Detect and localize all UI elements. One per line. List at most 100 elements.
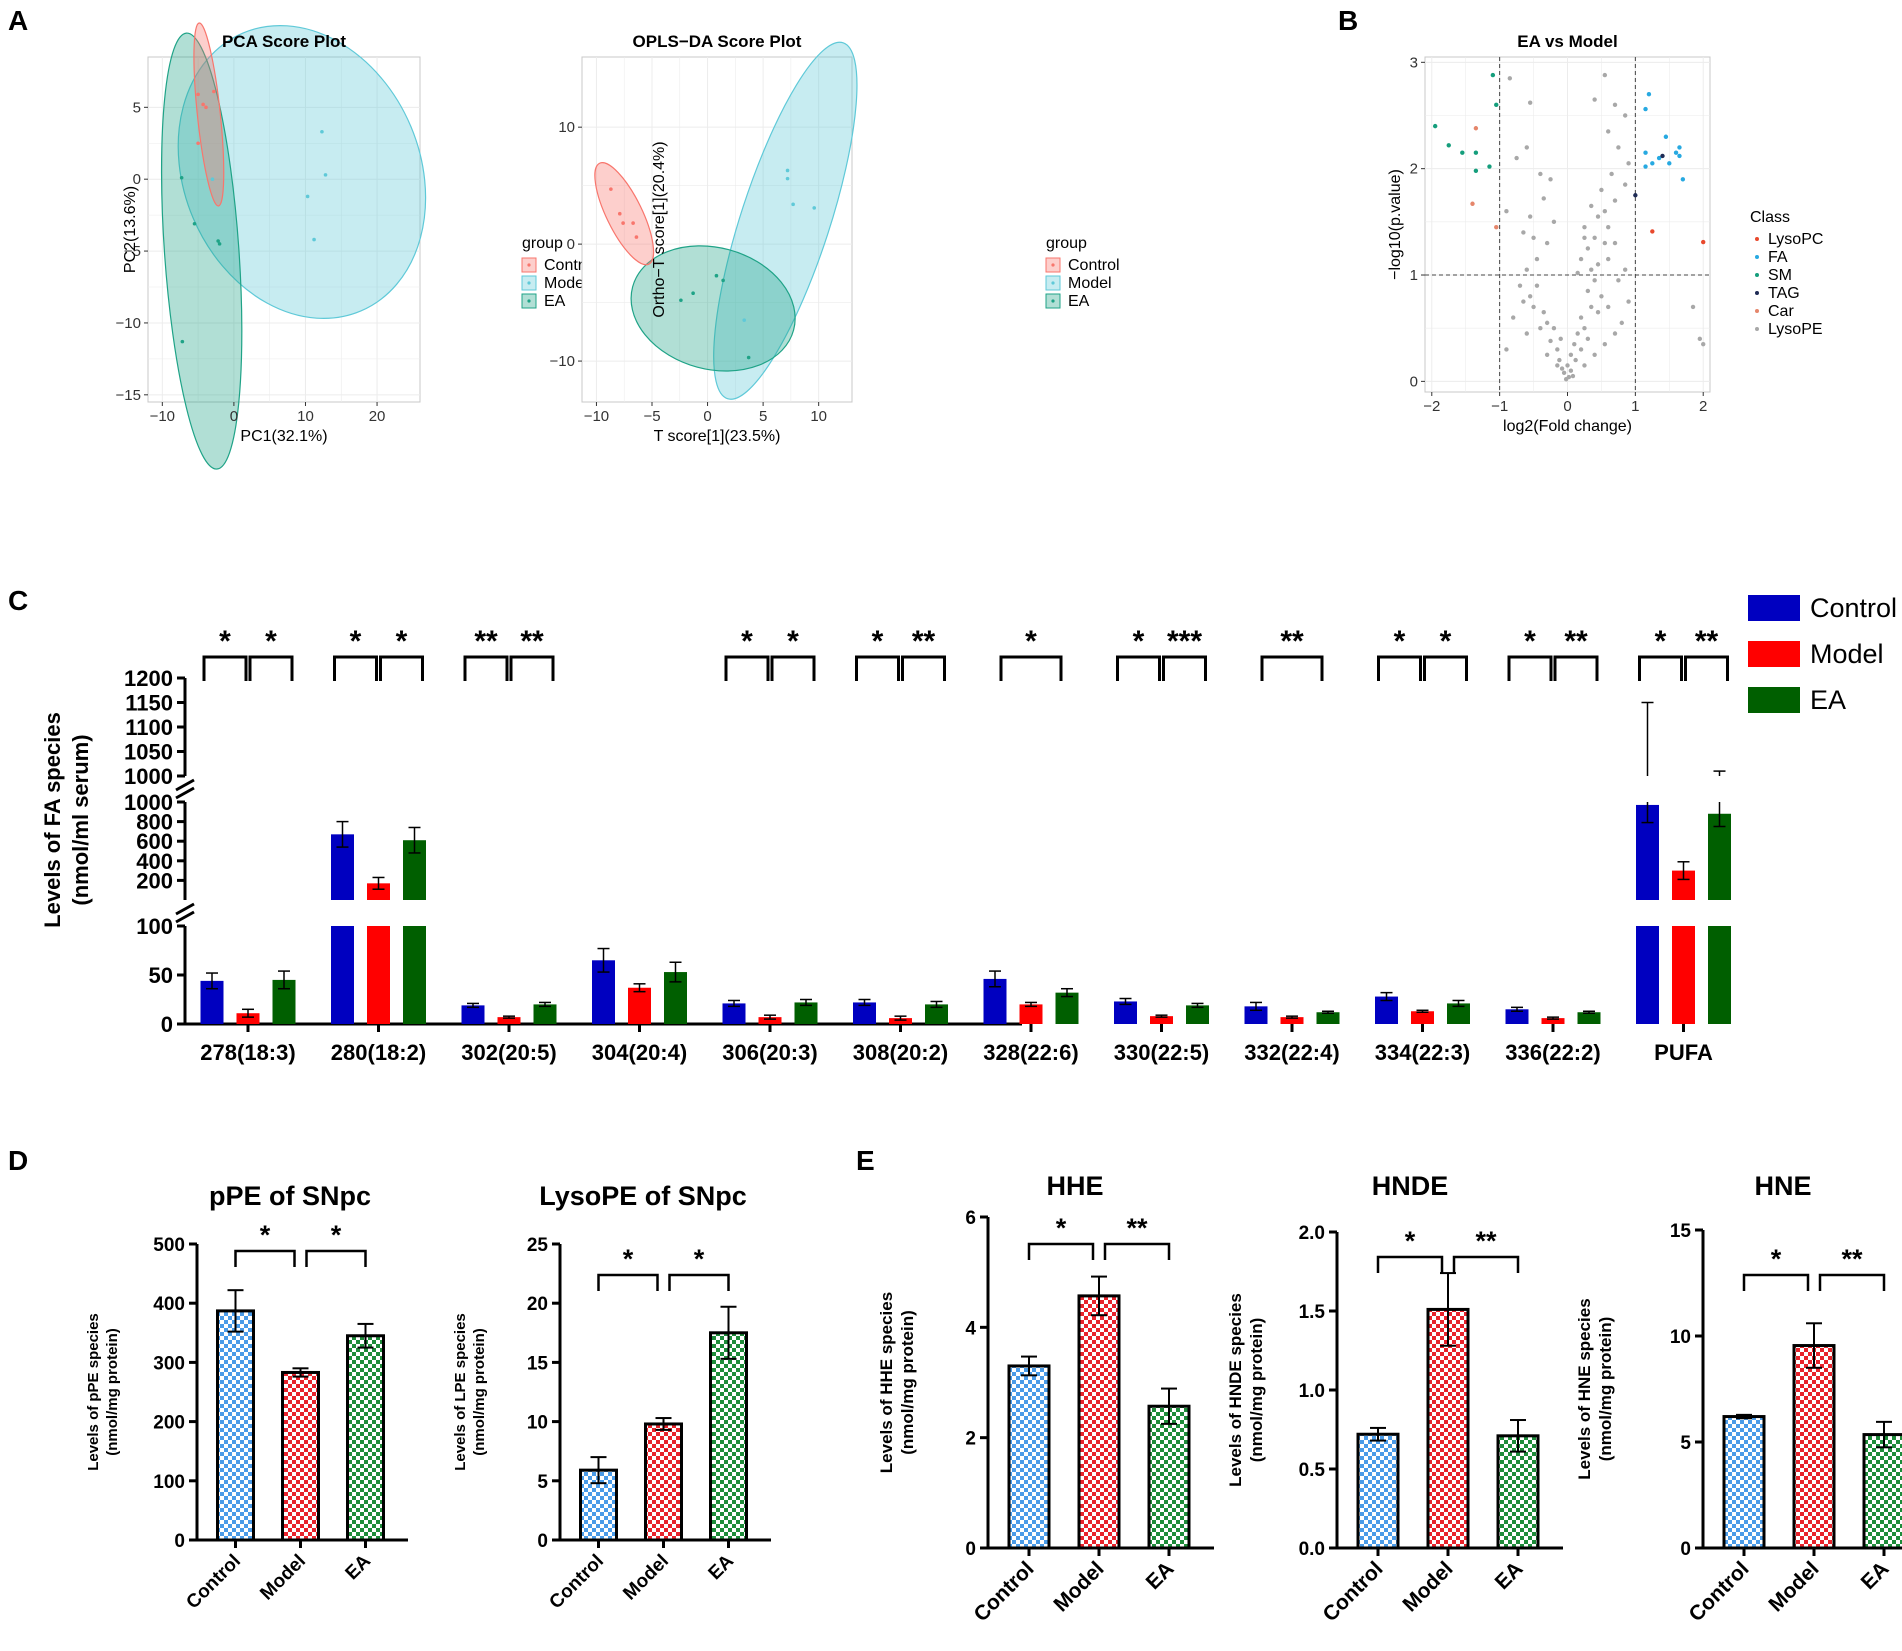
data-point-model [791,202,795,207]
y-tick-label: −10 [116,315,141,332]
significance-bracket [1116,655,1161,681]
significance-label: * [623,1244,634,1274]
data-point-lysope [1511,315,1516,320]
data-point-model [812,206,817,210]
data-point-lysope [1626,161,1631,166]
data-point-lysope [1521,230,1526,235]
y-tick-label: 20 [527,1294,548,1315]
x-tick-label: 328(22:6) [983,1040,1078,1065]
bar-ea [1186,1005,1209,1024]
bar-ea [1147,1404,1191,1550]
bar-control [1007,1364,1051,1550]
x-tick-label: 306(20:3) [722,1040,817,1065]
legend-swatch-ea [1748,687,1800,713]
data-point-fa [1643,150,1648,155]
legend-label-lysope: LysoPE [1768,321,1823,338]
y-tick-label: 3 [1410,54,1418,71]
ellipse-model [177,24,427,320]
bar-model [497,1017,521,1024]
significance-bracket [668,1273,730,1291]
legend-label-control: Control [1810,593,1897,623]
data-point-lysope [1622,267,1628,272]
x-tick-label: −1 [1491,398,1508,415]
x-tick-label: Model [619,1551,673,1605]
y-tick-label: 0 [133,171,141,188]
significance-bracket [509,655,555,681]
data-point-lysope [1544,352,1550,357]
legend-title: group [522,235,563,252]
data-point-lysope [1599,294,1604,299]
data-point-fa [1656,155,1662,161]
axis-break-mark [175,786,195,800]
data-point-ea [721,278,725,283]
chart-lpe: LysoPE of SNpc 0 5 10 15 20 25 Levels of LPE sp… [452,1181,771,1613]
legend-label-lysopc: LysoPC [1768,231,1823,248]
y-tick-label: 300 [153,1353,185,1374]
significance-bracket [1638,655,1683,681]
data-point-lysope [1561,370,1567,376]
data-point-lysope [1538,171,1543,177]
bar-control [331,926,354,1024]
bar-ea [1496,1434,1540,1550]
y-tick-label: 10 [527,1413,548,1434]
y-tick-label: 0 [174,1531,185,1552]
y-axis-label: (nmol/ml serum) [68,734,93,905]
bar-model [1280,1017,1304,1024]
significance-label: ** [1841,1244,1863,1274]
data-point-lysope [1575,270,1580,276]
bar-ea [1862,1433,1902,1550]
significance-label: * [260,1220,271,1250]
bar-control [1356,1432,1400,1550]
bar-control [200,980,224,1024]
y-tick-label: 1050 [124,740,173,765]
data-point-lysope [1606,256,1611,262]
y-tick-label: 200 [136,868,173,893]
x-tick-label: 302(20:5) [461,1040,556,1065]
significance-label: * [1394,625,1406,658]
data-point-lysope [1606,129,1611,134]
legend-swatch-model [1748,641,1800,667]
y-tick-label: 1100 [125,715,173,740]
bar-control [1722,1415,1766,1550]
legend-dot-fa [1755,255,1759,259]
data-point-lysope [1616,145,1621,150]
significance-label: *** [1167,625,1202,658]
data-point-lysope [1578,347,1584,352]
legend-label-car: Car [1768,303,1794,320]
significance-bracket [1423,655,1468,681]
bar-model [644,1422,683,1542]
chart-title: PCA Score Plot [222,32,346,51]
x-tick-label: Model [256,1551,310,1605]
data-point-ea [192,221,197,226]
data-point-control [617,211,622,216]
significance-bracket [855,655,900,681]
x-tick-label: Model [1398,1557,1457,1616]
data-point-lysope [1578,315,1584,320]
data-point-lysope [1504,209,1509,214]
data-point-lysope [1589,203,1594,209]
data-point-ea [217,242,222,246]
data-point-lysope [1619,320,1624,326]
x-tick-label: PUFA [1654,1040,1713,1065]
data-point-lysope [1565,363,1570,368]
ellipse-ea [160,32,243,470]
data-point-lysope [1589,304,1594,310]
bar-control [331,834,354,900]
data-point-car [1494,224,1499,230]
x-tick-label: 332(22:4) [1244,1040,1339,1065]
data-point-lysope [1558,336,1563,342]
y-tick-label: 50 [149,963,173,988]
data-point-lysope [1568,368,1574,373]
ellipse-model [713,41,858,400]
x-axis-label: log2(Fold change) [1503,418,1632,435]
data-point-lysope [1622,182,1628,187]
bar-ea [794,1002,818,1024]
legend-label-fa: FA [1768,249,1788,266]
data-point-lysope [1589,267,1594,272]
significance-bracket [305,1249,367,1267]
y-tick-label: 6 [965,1208,976,1229]
significance-bracket [1818,1273,1886,1291]
data-point-model [323,173,328,177]
data-point-lysope [1521,299,1526,304]
significance-label: * [219,625,231,658]
